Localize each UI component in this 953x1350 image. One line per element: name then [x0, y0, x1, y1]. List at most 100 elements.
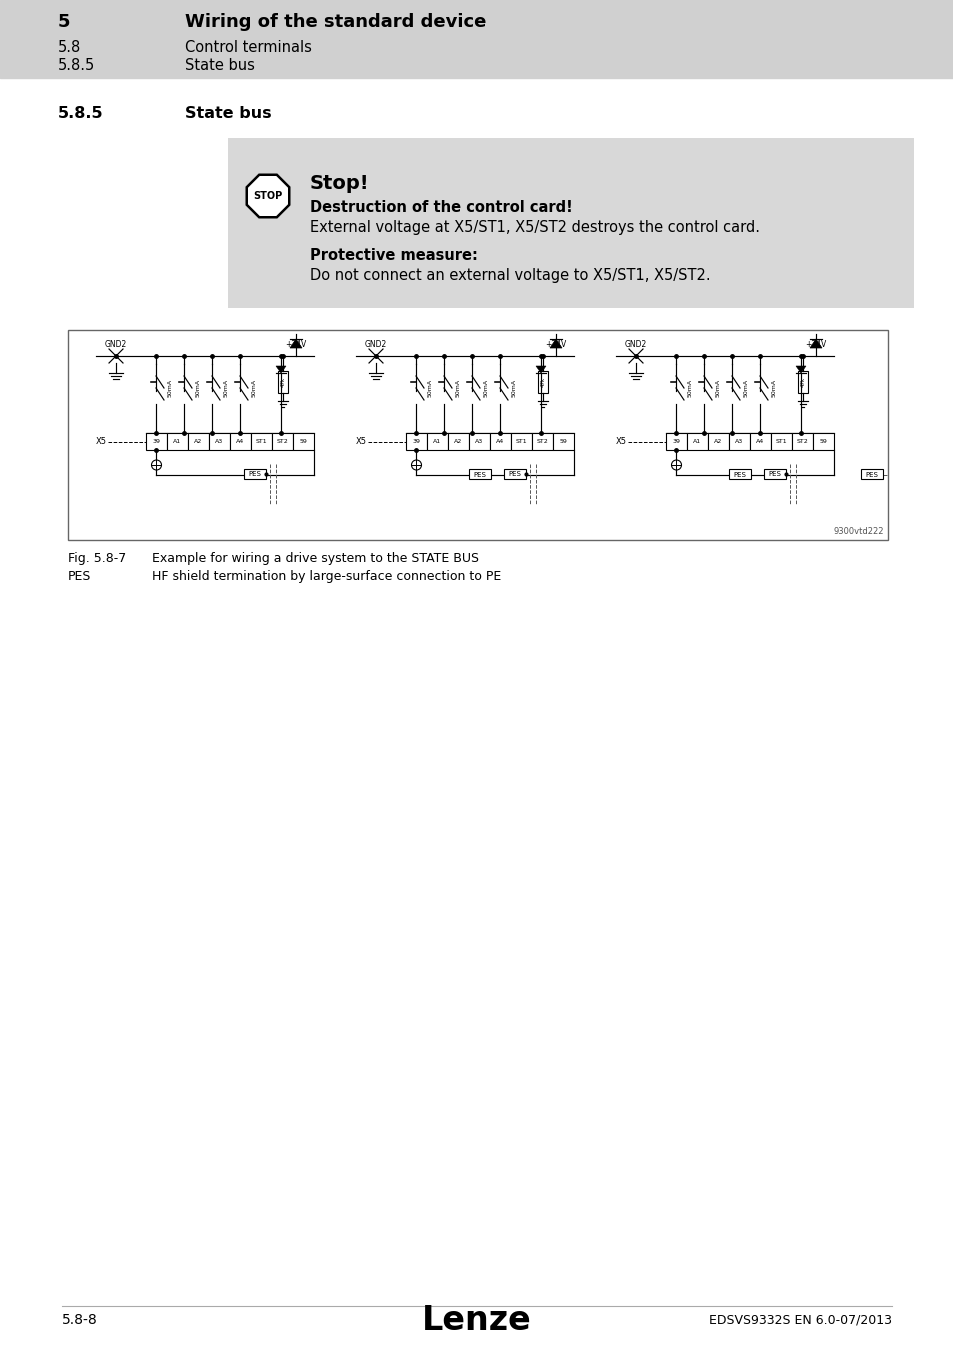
Bar — [707, 433, 728, 450]
Bar — [277, 371, 288, 393]
Text: ST1: ST1 — [255, 439, 267, 444]
Bar — [503, 468, 525, 479]
Text: Example for wiring a drive system to the STATE BUS: Example for wiring a drive system to the… — [152, 552, 478, 566]
Bar — [537, 371, 547, 393]
Text: A4: A4 — [756, 439, 763, 444]
Text: 39: 39 — [152, 439, 160, 444]
Text: A4: A4 — [496, 439, 504, 444]
Text: A3: A3 — [475, 439, 483, 444]
Polygon shape — [290, 339, 302, 348]
Text: 5: 5 — [58, 14, 71, 31]
Text: A1: A1 — [173, 439, 181, 444]
Text: A2: A2 — [714, 439, 721, 444]
Text: +24V: +24V — [804, 340, 825, 350]
Text: 39: 39 — [412, 439, 420, 444]
Text: +24V: +24V — [285, 340, 306, 350]
Bar — [553, 433, 574, 450]
Bar — [427, 433, 448, 450]
Bar — [188, 433, 209, 450]
Text: 50mA: 50mA — [195, 379, 201, 397]
Bar — [812, 433, 833, 450]
Text: 50mA: 50mA — [716, 379, 720, 397]
Text: GND2: GND2 — [105, 340, 127, 350]
Bar — [251, 433, 272, 450]
Text: 59: 59 — [559, 439, 567, 444]
Bar — [167, 433, 188, 450]
Text: A4: A4 — [236, 439, 244, 444]
Text: 47k: 47k — [540, 377, 545, 387]
Bar — [791, 433, 812, 450]
Text: Do not connect an external voltage to X5/ST1, X5/ST2.: Do not connect an external voltage to X5… — [310, 269, 710, 284]
Text: 50mA: 50mA — [224, 379, 229, 397]
Polygon shape — [795, 366, 805, 373]
Bar — [209, 433, 230, 450]
Text: Fig. 5.8-7: Fig. 5.8-7 — [68, 552, 126, 566]
Text: Control terminals: Control terminals — [185, 39, 312, 54]
Bar — [763, 468, 785, 479]
Text: A3: A3 — [735, 439, 742, 444]
Bar — [749, 433, 770, 450]
Bar — [469, 433, 490, 450]
Text: ST2: ST2 — [536, 439, 548, 444]
Bar — [532, 433, 553, 450]
Text: A2: A2 — [194, 439, 202, 444]
Bar — [406, 433, 427, 450]
Text: 47k: 47k — [280, 377, 285, 387]
Bar — [728, 468, 750, 479]
Text: A3: A3 — [215, 439, 223, 444]
Bar — [68, 329, 887, 540]
Bar — [770, 433, 791, 450]
Text: 50mA: 50mA — [252, 379, 256, 397]
Text: Lenze: Lenze — [421, 1304, 532, 1336]
Polygon shape — [550, 339, 561, 348]
Text: Stop!: Stop! — [310, 174, 369, 193]
Text: X5: X5 — [616, 437, 626, 446]
Bar — [686, 433, 707, 450]
Text: 50mA: 50mA — [512, 379, 517, 397]
Text: 50mA: 50mA — [483, 379, 489, 397]
Text: 50mA: 50mA — [456, 379, 460, 397]
Bar — [797, 371, 807, 393]
Text: PES: PES — [768, 471, 781, 477]
Text: External voltage at X5/ST1, X5/ST2 destroys the control card.: External voltage at X5/ST1, X5/ST2 destr… — [310, 220, 760, 235]
Polygon shape — [809, 339, 821, 348]
Text: 39: 39 — [672, 439, 679, 444]
Bar — [230, 433, 251, 450]
Text: X5: X5 — [96, 437, 107, 446]
Text: ST1: ST1 — [516, 439, 527, 444]
Text: GND2: GND2 — [364, 340, 387, 350]
Text: PES: PES — [68, 570, 91, 583]
Text: A1: A1 — [693, 439, 700, 444]
Text: +24V: +24V — [545, 340, 566, 350]
Text: PES: PES — [733, 472, 745, 478]
Polygon shape — [247, 174, 289, 217]
Bar — [490, 433, 511, 450]
Text: ST2: ST2 — [796, 439, 807, 444]
Text: PES: PES — [508, 471, 521, 477]
Polygon shape — [275, 366, 286, 373]
Text: PES: PES — [473, 472, 486, 478]
Text: 5.8-8: 5.8-8 — [62, 1314, 97, 1327]
Text: State bus: State bus — [185, 105, 272, 120]
Text: 50mA: 50mA — [428, 379, 433, 397]
Bar — [228, 138, 913, 308]
Bar — [728, 433, 749, 450]
Text: 50mA: 50mA — [168, 379, 172, 397]
Bar — [272, 433, 293, 450]
Text: A1: A1 — [433, 439, 441, 444]
Text: 5.8: 5.8 — [58, 39, 81, 54]
Bar — [0, 0, 953, 78]
Text: ST1: ST1 — [775, 439, 786, 444]
Text: PES: PES — [249, 471, 261, 477]
Text: STOP: STOP — [253, 190, 282, 201]
Text: X5: X5 — [355, 437, 367, 446]
Bar — [861, 468, 882, 479]
Text: A2: A2 — [454, 439, 462, 444]
Text: Protective measure:: Protective measure: — [310, 248, 477, 263]
Text: PES: PES — [864, 472, 878, 478]
Text: HF shield termination by large-surface connection to PE: HF shield termination by large-surface c… — [152, 570, 500, 583]
Text: ST2: ST2 — [276, 439, 288, 444]
Text: 47k: 47k — [800, 377, 804, 387]
Bar — [511, 433, 532, 450]
Text: Wiring of the standard device: Wiring of the standard device — [185, 14, 486, 31]
